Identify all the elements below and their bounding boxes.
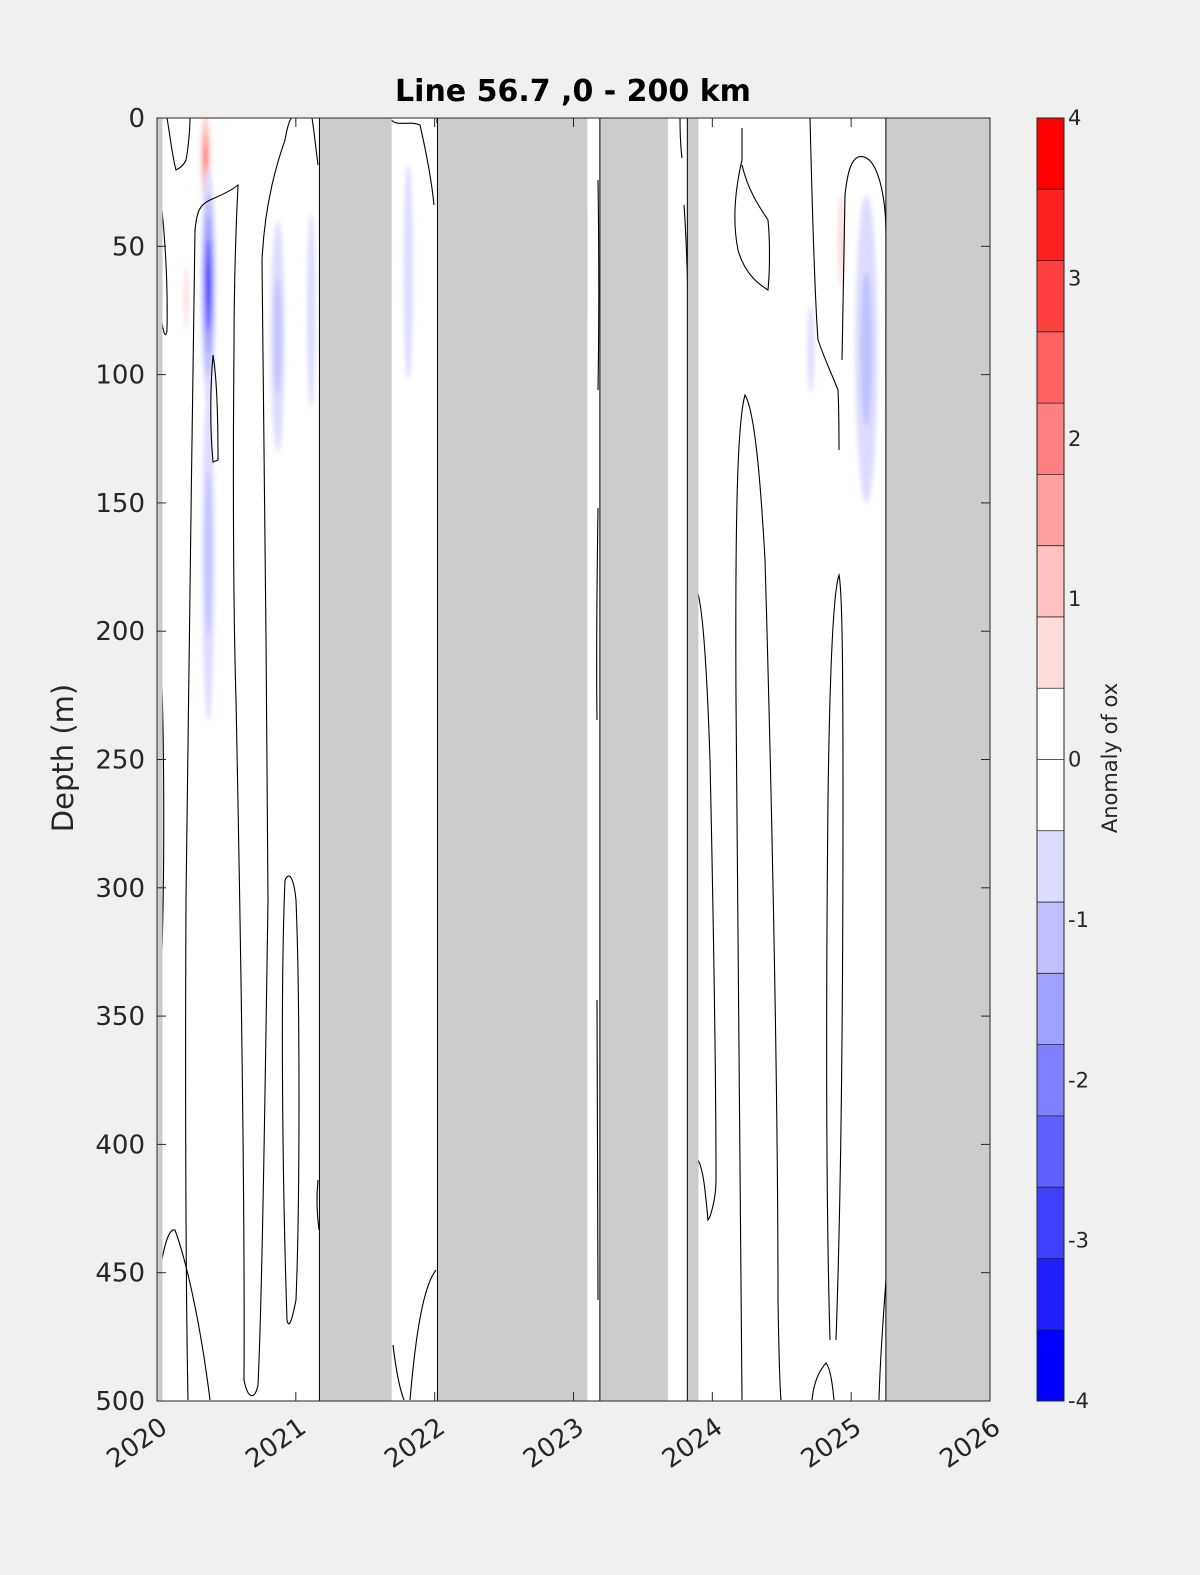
no-data-region — [319, 118, 392, 1401]
anomaly-patch — [807, 305, 815, 393]
anomaly-patch — [270, 220, 285, 452]
contour-line — [166, 118, 191, 171]
y-tick-label: 0 — [128, 104, 145, 134]
colorbar-band — [1037, 403, 1064, 475]
y-tick-label: 50 — [112, 232, 145, 262]
no-data-layer — [157, 118, 990, 1401]
x-tick-label: 2026 — [935, 1412, 1006, 1475]
y-axis-label: Depth (m) — [46, 684, 80, 832]
anomaly-band — [274, 278, 282, 394]
colorbar-band — [1037, 474, 1064, 547]
contour-line — [596, 507, 599, 721]
anomaly-band — [204, 144, 207, 169]
colorbar-band — [1037, 1329, 1064, 1402]
y-tick-label: 250 — [95, 746, 145, 776]
contour-line — [596, 999, 599, 1301]
anomaly-patch — [403, 164, 414, 380]
contour-line — [878, 1279, 887, 1401]
colorbar-band — [1037, 1044, 1064, 1117]
contour-line — [597, 179, 600, 391]
contour-line — [316, 1179, 320, 1231]
y-tick-label: 200 — [95, 617, 145, 647]
colorbar-band — [1037, 616, 1064, 689]
colorbar: 4 3 2 1 0 -1 -2 -3 -4 — [1036, 106, 1089, 1413]
y-tick-label: 500 — [95, 1387, 145, 1417]
x-tick-label: 2020 — [102, 1412, 173, 1475]
contour-line — [734, 128, 771, 291]
contour-line — [735, 393, 782, 1401]
colorbar-label: Anomaly of ox — [1098, 683, 1122, 833]
colorbar-band — [1037, 331, 1064, 404]
no-data-region — [885, 118, 990, 1401]
anomaly-patch — [855, 194, 878, 503]
y-tick-label: 150 — [95, 489, 145, 519]
contour-line — [389, 118, 435, 206]
colorbar-band — [1037, 830, 1064, 903]
contour-line — [841, 156, 887, 361]
colorbar-tick-label: 4 — [1068, 106, 1081, 130]
colorbar-band — [1037, 189, 1064, 262]
colorbar-tick-label: -2 — [1068, 1068, 1089, 1092]
anomaly-band — [184, 266, 189, 329]
x-tick-label: 2024 — [657, 1412, 728, 1475]
colorbar-band — [1037, 1187, 1064, 1259]
y-tick-label: 300 — [95, 874, 145, 904]
contour-line — [392, 1344, 405, 1401]
y-tick-label: 350 — [95, 1002, 145, 1032]
anomaly-band — [807, 305, 815, 393]
contour-line — [679, 118, 683, 159]
colorbar-tick-label: 3 — [1068, 266, 1081, 290]
anomaly-patch — [837, 194, 845, 288]
colorbar-tick-label: 1 — [1068, 587, 1081, 611]
no-data-region — [687, 118, 699, 1401]
colorbar-tick-label: 2 — [1068, 427, 1081, 451]
y-tick-label: 400 — [95, 1130, 145, 1160]
colorbar-band — [1037, 688, 1064, 760]
anomaly-patch — [184, 266, 189, 329]
anomaly-patch — [200, 169, 217, 401]
contour-line — [281, 875, 300, 1325]
x-tick-label: 2022 — [379, 1412, 450, 1475]
colorbar-band — [1037, 118, 1064, 190]
contour-line — [311, 118, 319, 166]
colorbar-tick-label: -1 — [1068, 908, 1089, 932]
chart-title: Line 56.7 ,0 - 200 km — [395, 74, 751, 109]
contour-line — [809, 118, 840, 451]
contour-line — [185, 118, 293, 1401]
anomaly-band — [403, 164, 414, 380]
colorbar-tick-label: -4 — [1068, 1389, 1089, 1413]
anomaly-band — [837, 194, 845, 288]
contour-line — [159, 209, 168, 336]
x-tick-label: 2023 — [518, 1412, 589, 1475]
contour-line — [409, 1269, 437, 1401]
contour-line — [811, 1362, 835, 1401]
colorbar-band — [1037, 545, 1064, 618]
colorbar-band — [1037, 1258, 1064, 1331]
x-tick-label: 2021 — [240, 1412, 311, 1475]
colorbar-band — [1037, 1115, 1064, 1188]
anomaly-band — [206, 261, 210, 308]
y-tick-label: 450 — [95, 1259, 145, 1289]
colorbar-band — [1037, 759, 1064, 832]
colorbar-band — [1037, 973, 1064, 1046]
colorbar-tick-label: -3 — [1068, 1229, 1089, 1253]
anomaly-band — [205, 470, 212, 638]
x-tick-label: 2025 — [796, 1412, 867, 1475]
colorbar-band — [1037, 902, 1064, 974]
contour-line — [159, 1229, 211, 1401]
contour-line — [826, 572, 844, 1341]
no-data-region — [599, 118, 668, 1401]
anomaly-layer — [184, 118, 878, 722]
anomaly-band — [306, 212, 316, 408]
y-axis: 0 50 100 150 200 250 300 350 400 450 500 — [95, 104, 990, 1417]
colorbar-tick-label: 0 — [1068, 748, 1081, 772]
contour-line — [210, 354, 219, 463]
anomaly-patch — [306, 212, 316, 408]
colorbar-band — [1037, 260, 1064, 333]
no-data-region — [437, 118, 588, 1401]
anomaly-band — [860, 271, 872, 426]
anomaly-patch — [202, 387, 215, 722]
y-tick-label: 100 — [95, 361, 145, 391]
